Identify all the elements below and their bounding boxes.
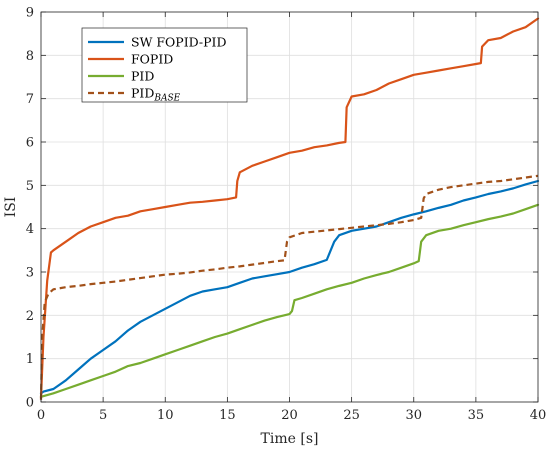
series-layer <box>39 17 540 400</box>
x-tick-label: 20 <box>281 408 298 423</box>
y-tick-label: 9 <box>26 6 34 21</box>
legend-label-3: PID <box>131 69 154 84</box>
x-tick-label: 0 <box>37 408 45 423</box>
series-line-3 <box>39 203 540 398</box>
y-tick-label: 2 <box>26 309 34 324</box>
y-tick-label: 3 <box>26 266 34 281</box>
series-line-1 <box>39 179 540 395</box>
legend-label-2: FOPID <box>131 52 173 67</box>
x-tick-label: 30 <box>405 408 422 423</box>
x-tick-label: 40 <box>530 408 547 423</box>
x-tick-label: 5 <box>99 408 107 423</box>
x-tick-label: 10 <box>157 408 174 423</box>
x-tick-label: 25 <box>343 408 360 423</box>
x-axis-title: Time [s] <box>261 431 319 447</box>
series-line-2 <box>39 17 540 399</box>
x-tick-label: 15 <box>219 408 236 423</box>
y-axis-title: ISI <box>3 197 19 218</box>
y-tick-label: 1 <box>26 352 34 367</box>
y-tick-label: 8 <box>26 49 34 64</box>
series-line-4 <box>39 174 539 400</box>
y-tick-label: 6 <box>26 136 34 151</box>
x-tick-label: 35 <box>468 408 485 423</box>
axis-ticks: 0 5 10 15 20 25 30 35 40 0 1 2 3 4 5 6 7 8 9 <box>26 6 547 424</box>
y-tick-label: 5 <box>26 179 34 194</box>
y-tick-label: 0 <box>26 396 34 411</box>
legend-label-1: SW FOPID-PID <box>131 35 227 50</box>
y-tick-label: 7 <box>26 92 34 107</box>
y-tick-label: 4 <box>26 222 34 237</box>
legend-box <box>81 27 248 103</box>
